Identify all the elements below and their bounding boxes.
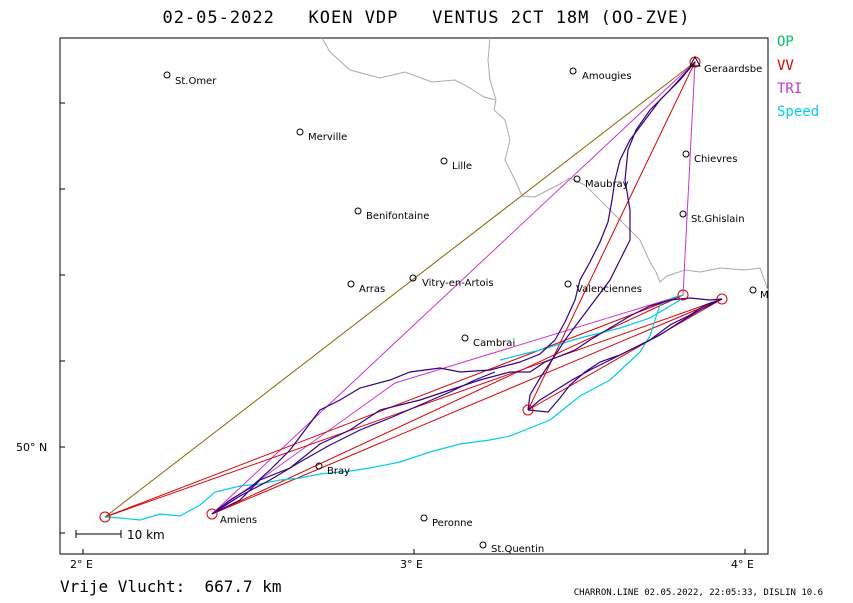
city-cambrai: Cambrai [473, 338, 515, 349]
city-st-ghislain: St.Ghislain [691, 214, 745, 225]
start-triangle-icon [689, 55, 701, 67]
op-lines [104, 61, 696, 518]
scale-bar-label: 10 km [127, 528, 165, 542]
city-benifontaine: Benifontaine [366, 211, 429, 222]
legend-op: OP [777, 34, 794, 50]
city-merville: Merville [308, 132, 347, 143]
city-markers [163, 67, 757, 549]
y-tick-50n: 50° N [16, 441, 47, 454]
city-valenciennes: Valenciennes [576, 284, 642, 295]
speed-track [104, 294, 684, 521]
city-maubray: Maubray [585, 179, 629, 190]
flight-track [211, 61, 723, 515]
x-tick-3e: 3° E [400, 558, 423, 571]
scale-bar: 10 km [75, 528, 165, 542]
legend-vv: VV [777, 58, 794, 74]
city-lille: Lille [452, 161, 472, 172]
legend-speed: Speed [777, 104, 820, 120]
city-amougies: Amougies [582, 71, 632, 82]
legend-tri: TRI [777, 81, 803, 97]
city-peronne: Peronne [432, 518, 473, 529]
city-vitry-en-artois: Vitry-en-Artois [422, 278, 494, 289]
city-bray: Bray [327, 466, 350, 477]
free-flight-distance: Vrije Vlucht: 667.7 km [60, 577, 282, 596]
map-title: 02-05-2022 KOEN VDP VENTUS 2CT 18M (OO-Z… [162, 8, 691, 28]
city-arras: Arras [359, 284, 385, 295]
city-amiens: Amiens [220, 515, 257, 526]
y-axis: 50° N [16, 102, 65, 534]
city-labels: St.Omer Amougies Geraardsbe Merville Lil… [175, 64, 769, 555]
x-tick-2e: 2° E [70, 558, 93, 571]
turnpoints [99, 56, 728, 523]
city-st-omer: St.Omer [175, 76, 217, 87]
city-chievres: Chievres [694, 154, 737, 165]
x-axis: 2° E 3° E 4° E [70, 549, 754, 571]
city-geraardsbe: Geraardsbe [704, 64, 762, 75]
footer-info: CHARRON.LINE 02.05.2022, 22:05:33, DISLI… [573, 588, 823, 598]
city-m: M [760, 290, 769, 301]
x-tick-4e: 4° E [731, 558, 754, 571]
country-borders [321, 37, 769, 291]
map-frame [59, 37, 769, 555]
city-st-quentin: St.Quentin [491, 544, 544, 555]
